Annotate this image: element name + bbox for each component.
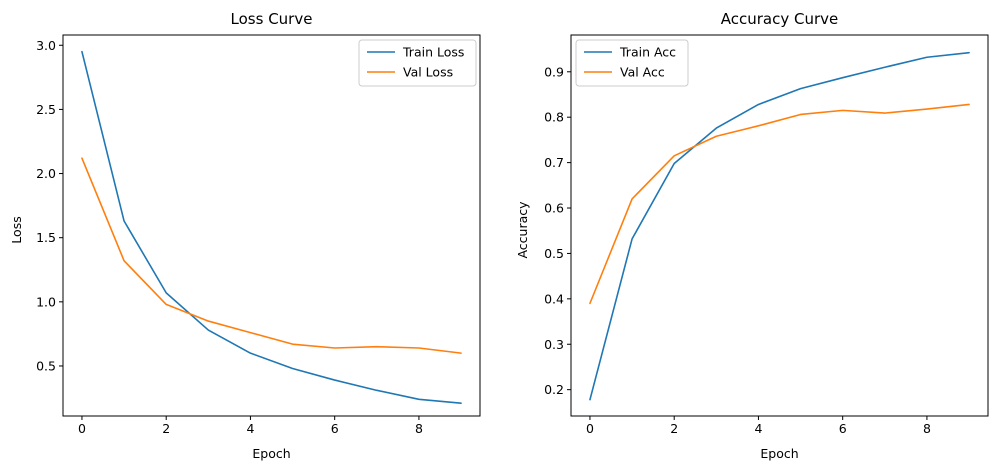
y-tick-label: 1.0 (36, 294, 56, 309)
x-tick-label: 4 (246, 421, 254, 436)
y-tick-label: 0.4 (544, 291, 564, 306)
series-layer (81, 50, 462, 404)
x-tick-label: 8 (415, 421, 423, 436)
x-tick-label: 0 (586, 421, 594, 436)
legend-label-train-acc: Train Acc (619, 45, 676, 60)
y-tick-label: 0.5 (36, 358, 56, 373)
y-tick-label: 0.2 (544, 382, 564, 397)
y-tick-label: 0.7 (544, 155, 564, 170)
legend: Train Acc Val Acc (575, 39, 689, 87)
x-axis-label: Epoch (252, 446, 290, 461)
x-tick-label: 8 (923, 421, 931, 436)
y-tick-label: 1.5 (36, 230, 56, 245)
series-line-train-acc (589, 51, 970, 401)
y-tick-label: 0.6 (544, 201, 564, 216)
series-line-train-loss (81, 50, 462, 404)
y-tick-label: 0.9 (544, 64, 564, 79)
tick-layer: 0 2 4 6 8 0.2 0.3 0.4 0.5 0.6 0.7 0.8 0.9 (544, 64, 931, 436)
series-line-val-loss (81, 157, 462, 354)
legend: Train Loss Val Loss (358, 39, 477, 87)
plot-frame (62, 34, 481, 417)
accuracy-chart: Accuracy Curve Epoch Accuracy 0 2 4 6 8 0.2 0.… (515, 10, 989, 461)
y-axis-label: Loss (9, 216, 24, 243)
legend-label-train-loss: Train Loss (402, 45, 464, 60)
x-tick-label: 6 (331, 421, 339, 436)
y-tick-label: 0.5 (544, 246, 564, 261)
chart-title: Loss Curve (231, 10, 313, 28)
y-tick-label: 3.0 (36, 38, 56, 53)
tick-layer: 0 2 4 6 8 0.5 1.0 1.5 2.0 2.5 3.0 (36, 38, 423, 436)
y-tick-label: 2.5 (36, 102, 56, 117)
x-tick-label: 2 (162, 421, 170, 436)
x-axis-label: Epoch (760, 446, 798, 461)
y-tick-label: 0.3 (544, 337, 564, 352)
x-tick-label: 2 (670, 421, 678, 436)
y-axis-label: Accuracy (515, 201, 530, 259)
x-tick-label: 0 (78, 421, 86, 436)
legend-label-val-loss: Val Loss (403, 65, 453, 80)
legend-label-val-acc: Val Acc (620, 65, 665, 80)
series-layer (589, 51, 970, 401)
x-tick-label: 4 (754, 421, 762, 436)
x-tick-label: 6 (839, 421, 847, 436)
series-line-val-acc (589, 103, 970, 305)
chart-title: Accuracy Curve (721, 10, 839, 28)
y-tick-label: 0.8 (544, 110, 564, 125)
loss-chart: Loss Curve Epoch Loss 0 2 4 6 8 0.5 1.0 1.5 2.0 2… (9, 10, 481, 461)
plot-frame (570, 34, 989, 417)
y-tick-label: 2.0 (36, 166, 56, 181)
